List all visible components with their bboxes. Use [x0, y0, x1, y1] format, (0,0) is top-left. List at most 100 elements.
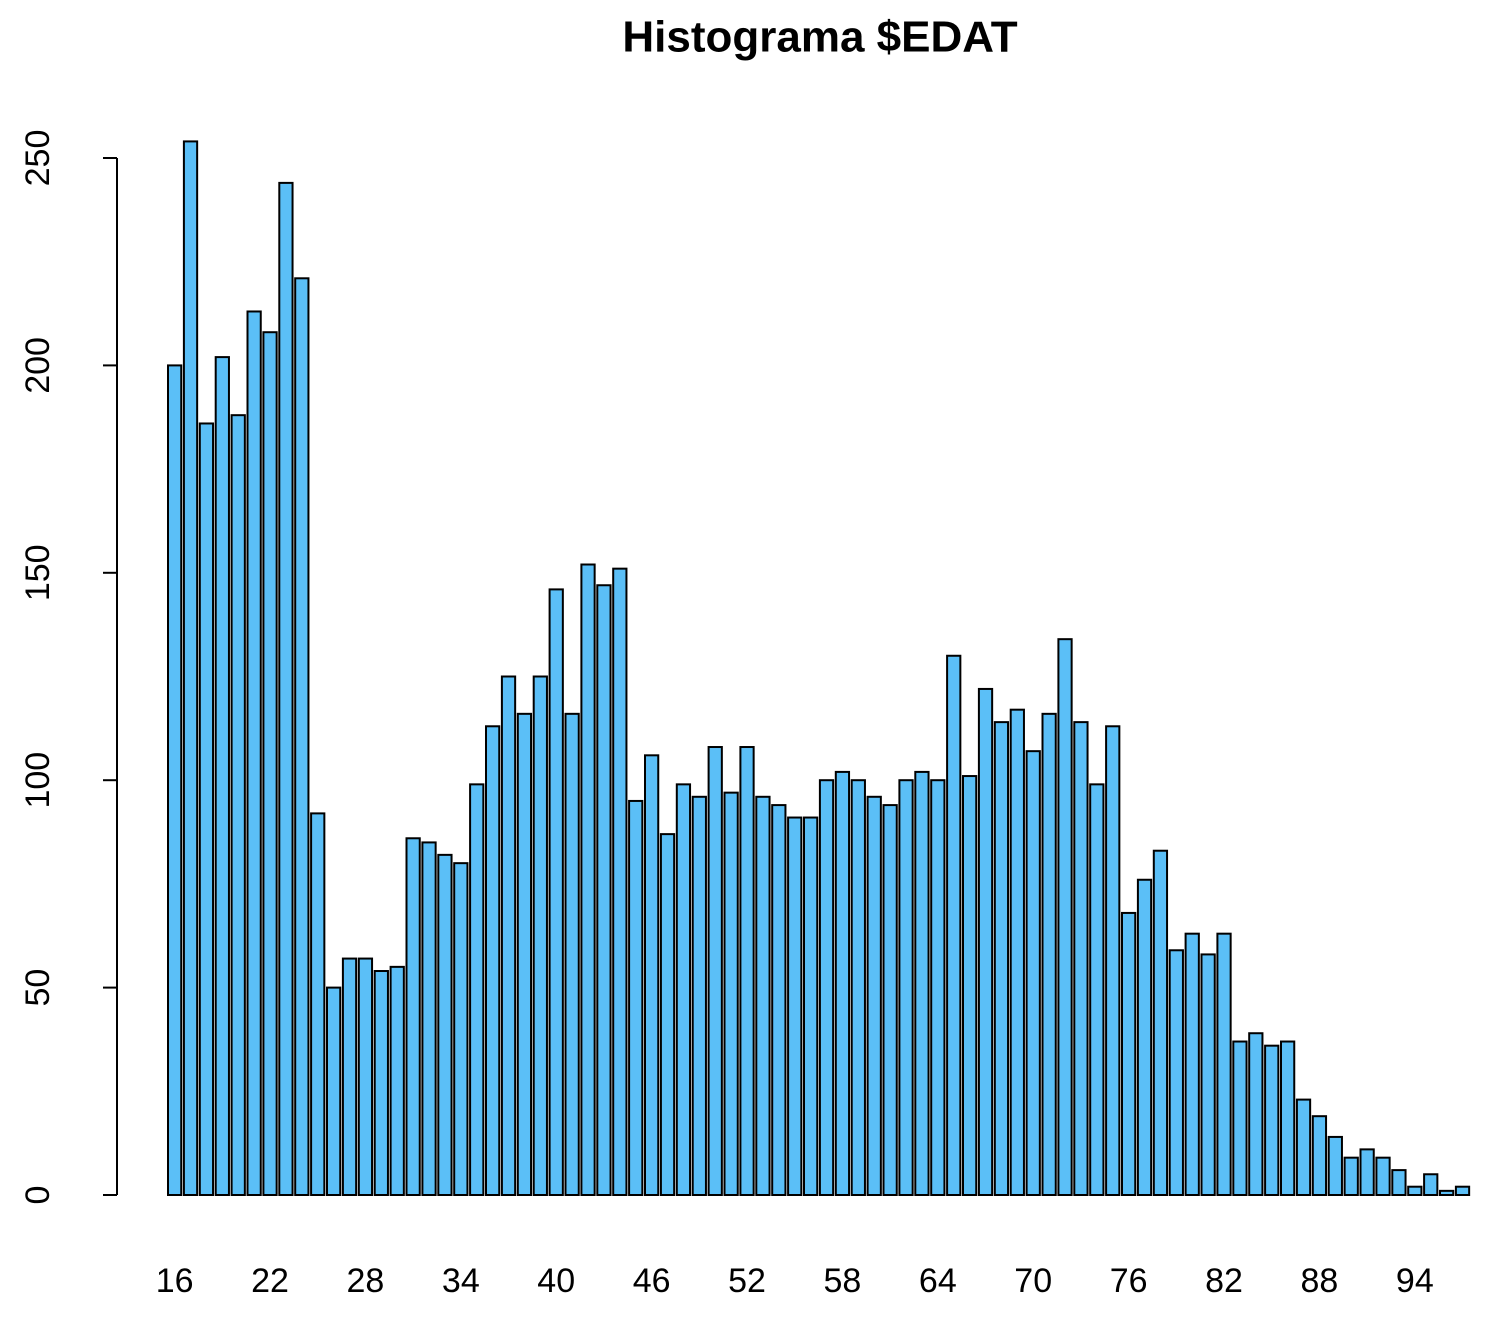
bar: [1311, 1115, 1328, 1196]
bar: [326, 986, 342, 1196]
bar: [818, 779, 835, 1196]
bar: [659, 833, 676, 1197]
bar: [803, 816, 819, 1196]
bar: [1216, 932, 1232, 1197]
bar: [373, 970, 389, 1196]
bar: [1136, 878, 1153, 1196]
y-tick-label: 200: [19, 337, 57, 394]
bar: [1025, 750, 1041, 1196]
bar: [787, 816, 803, 1196]
bar: [262, 331, 278, 1196]
bar: [1359, 1148, 1375, 1196]
bar: [1152, 849, 1169, 1196]
bar: [739, 746, 755, 1196]
bar: [1232, 1040, 1248, 1197]
x-tick-label: 28: [347, 1262, 385, 1300]
chart-title: Histograma $EDAT: [622, 13, 1017, 62]
bar: [946, 654, 962, 1196]
bar: [898, 779, 914, 1196]
x-tick-label: 58: [824, 1262, 862, 1300]
bar: [310, 812, 326, 1196]
bar: [1454, 1185, 1471, 1196]
bar: [1280, 1040, 1296, 1197]
bar: [707, 746, 723, 1196]
bar: [564, 712, 580, 1196]
bar: [1264, 1044, 1280, 1196]
bar: [516, 712, 533, 1196]
bar: [1168, 949, 1184, 1196]
bar: [882, 804, 898, 1196]
bar: [850, 779, 866, 1196]
bar: [532, 675, 548, 1196]
bar: [1248, 1032, 1264, 1197]
y-tick-label: 250: [19, 130, 57, 187]
bar: [1089, 783, 1105, 1197]
bar: [755, 795, 771, 1196]
bar: [993, 721, 1010, 1196]
bar: [357, 957, 374, 1197]
x-tick-label: 76: [1110, 1262, 1148, 1300]
bar: [1073, 721, 1089, 1196]
bar: [405, 837, 421, 1196]
bar: [1327, 1135, 1343, 1196]
x-tick-label: 34: [442, 1262, 480, 1300]
bar: [1041, 712, 1057, 1196]
bar: [1343, 1156, 1359, 1196]
x-tick-label: 40: [537, 1262, 575, 1300]
y-tick-label: 100: [19, 752, 57, 809]
x-tick-label: 22: [251, 1262, 289, 1300]
bar: [453, 862, 469, 1196]
bar: [914, 770, 930, 1196]
bar: [771, 804, 787, 1196]
bar: [1105, 725, 1121, 1196]
bar: [1057, 638, 1073, 1196]
x-tick-label: 88: [1301, 1262, 1339, 1300]
bar: [548, 588, 564, 1196]
bar: [596, 584, 612, 1196]
bar: [214, 356, 230, 1196]
bar: [962, 775, 978, 1196]
bar: [1375, 1156, 1391, 1196]
x-tick-label: 70: [1014, 1262, 1052, 1300]
bar: [977, 687, 994, 1196]
bar: [1407, 1185, 1423, 1196]
bar: [294, 277, 310, 1196]
bar: [230, 414, 246, 1196]
bar: [469, 783, 485, 1197]
bar: [341, 957, 358, 1197]
bar: [612, 567, 628, 1196]
bar: [691, 795, 707, 1196]
bar: [1439, 1189, 1455, 1197]
x-tick-label: 16: [156, 1262, 194, 1300]
bar: [644, 754, 660, 1196]
bar: [628, 799, 644, 1196]
bar: [421, 841, 437, 1196]
x-tick-label: 46: [633, 1262, 671, 1300]
bar: [500, 675, 517, 1196]
bar: [389, 965, 405, 1196]
bar: [437, 853, 453, 1196]
bar: [167, 364, 183, 1196]
bar: [485, 725, 501, 1196]
x-tick-label: 94: [1396, 1262, 1434, 1300]
bar: [580, 563, 596, 1196]
bar: [1200, 953, 1216, 1197]
bar: [246, 310, 262, 1196]
bar: [675, 783, 692, 1197]
bar: [1295, 1098, 1312, 1196]
bar: [278, 181, 294, 1196]
bar: [1121, 911, 1137, 1196]
y-tick-label: 150: [19, 544, 57, 601]
bar: [834, 770, 851, 1196]
y-tick-label: 50: [19, 969, 57, 1007]
bar: [866, 795, 882, 1196]
bar: [1391, 1169, 1407, 1197]
bar: [1184, 932, 1200, 1197]
bar: [182, 140, 199, 1197]
x-tick-label: 82: [1205, 1262, 1243, 1300]
bar: [723, 791, 739, 1196]
bar: [1423, 1173, 1439, 1197]
x-tick-label: 52: [728, 1262, 766, 1300]
bar: [198, 422, 215, 1196]
